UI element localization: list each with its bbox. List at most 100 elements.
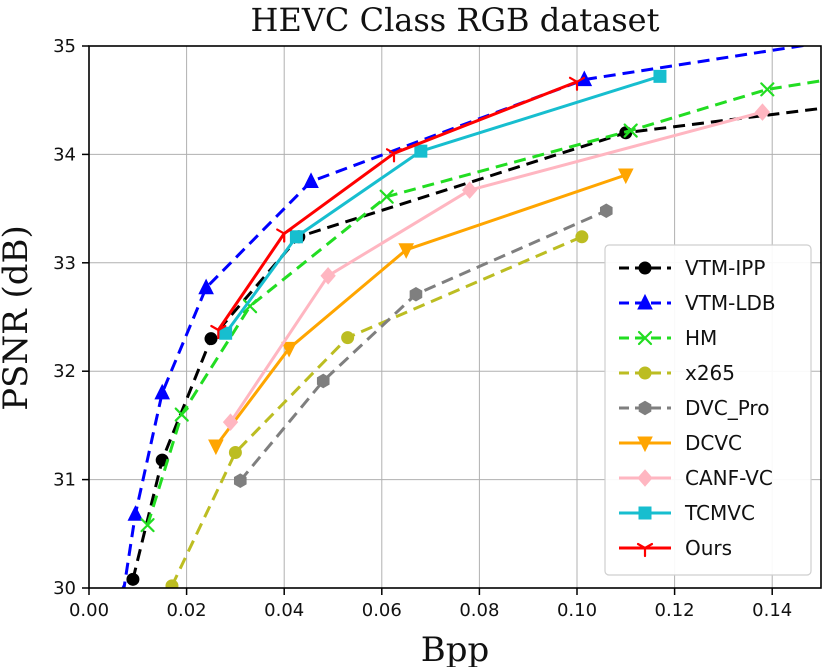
legend-marker <box>637 330 653 346</box>
legend-item: CANF-VC <box>619 466 773 490</box>
legend-marker <box>638 506 652 520</box>
legend-label: HM <box>685 326 717 350</box>
chart-title: HEVC Class RGB dataset <box>251 1 660 39</box>
legend-item: VTM-LDB <box>619 291 776 315</box>
data-point <box>575 230 589 244</box>
legend-marker <box>636 542 654 558</box>
x-tick-label: 0.00 <box>69 600 109 621</box>
legend-label: DVC_Pro <box>685 396 769 420</box>
data-point <box>154 383 171 400</box>
data-point <box>233 473 247 488</box>
data-point <box>599 203 613 219</box>
series-line <box>229 110 763 423</box>
legend-label: TCMVC <box>684 501 755 525</box>
series-ours <box>210 76 586 340</box>
x-tick-label: 0.12 <box>655 600 695 621</box>
series-line <box>217 80 578 331</box>
legend-item: DVC_Pro <box>619 396 769 420</box>
x-tick-label: 0.06 <box>362 600 402 621</box>
series-tcmvc <box>219 69 667 340</box>
data-point <box>461 181 478 199</box>
legend-item: DCVC <box>619 431 742 455</box>
data-point <box>208 439 224 456</box>
legend-item: x265 <box>619 361 735 385</box>
legend-marker <box>637 469 653 487</box>
data-point <box>222 413 239 431</box>
legend-marker <box>638 366 652 380</box>
data-point <box>140 518 155 533</box>
legend-label: VTM-IPP <box>685 256 765 280</box>
legend-box <box>604 244 812 576</box>
x-tick-label: 0.10 <box>557 600 597 621</box>
data-point <box>174 407 189 422</box>
series-vtm-ldb <box>121 46 810 588</box>
legend-marker <box>637 436 653 453</box>
series-line <box>224 74 661 335</box>
y-tick-label: 34 <box>53 144 76 165</box>
data-point <box>379 189 394 204</box>
plot-area <box>121 46 821 588</box>
series-canf-vc <box>222 103 771 431</box>
x-tick-label: 0.02 <box>167 600 207 621</box>
data-point <box>760 82 775 97</box>
data-point <box>316 373 330 389</box>
data-point <box>754 103 771 121</box>
x-tick-label: 0.08 <box>459 600 499 621</box>
y-axis-label: PSNR (dB) <box>0 225 36 411</box>
y-tick-label: 31 <box>53 470 76 491</box>
legend-label: Ours <box>685 536 732 560</box>
legend-marker <box>637 293 653 310</box>
data-point <box>414 144 428 158</box>
data-point <box>320 267 336 285</box>
plot-border <box>88 45 822 589</box>
data-point <box>198 278 214 295</box>
series-dvc-pro <box>233 203 613 488</box>
data-point <box>228 446 242 459</box>
data-point <box>165 579 179 588</box>
series-line <box>170 235 583 587</box>
legend-label: CANF-VC <box>685 466 773 490</box>
legend-item: HM <box>619 326 717 350</box>
data-point <box>568 76 586 91</box>
data-point <box>219 326 233 340</box>
legend-item: VTM-IPP <box>619 256 765 280</box>
data-point <box>289 230 303 244</box>
data-point <box>242 299 258 314</box>
legend-marker <box>638 261 652 275</box>
data-point <box>341 331 355 345</box>
data-point <box>204 332 218 346</box>
legend-label: VTM-LDB <box>685 291 776 315</box>
data-point <box>617 168 634 185</box>
series-line <box>214 173 627 447</box>
data-point <box>303 172 319 188</box>
series-line <box>239 209 607 482</box>
data-point <box>653 69 667 83</box>
data-point <box>385 148 403 163</box>
y-tick-label: 32 <box>53 361 76 382</box>
legend-label: DCVC <box>685 431 742 455</box>
data-point <box>276 228 293 243</box>
data-point <box>398 243 415 259</box>
axes-frame <box>88 45 822 589</box>
y-tick-label: 30 <box>53 578 76 599</box>
x-tick-label: 0.14 <box>752 600 792 621</box>
data-point <box>126 572 140 586</box>
legend-label: x265 <box>685 361 735 385</box>
legend: VTM-IPP VTM-LDB HM x265 DVC_Pro DCVC CANF-VC TC… <box>604 244 812 576</box>
x-tick-label: 0.04 <box>264 600 304 621</box>
data-point <box>281 341 297 358</box>
tick-layer: 0.00 0.02 0.04 0.06 0.08 0.10 0.12 0.14 30 31 32 33… <box>53 36 792 621</box>
series-hm <box>140 79 821 533</box>
data-point <box>127 505 144 521</box>
data-point <box>623 123 638 138</box>
legend-marker <box>638 400 652 416</box>
y-tick-label: 35 <box>53 36 76 57</box>
series-dcvc <box>208 168 634 456</box>
legend-item: TCMVC <box>619 501 755 525</box>
series-line <box>131 106 821 580</box>
legend-item: Ours <box>619 536 732 560</box>
series-x265 <box>165 230 589 588</box>
data-point <box>210 324 227 340</box>
